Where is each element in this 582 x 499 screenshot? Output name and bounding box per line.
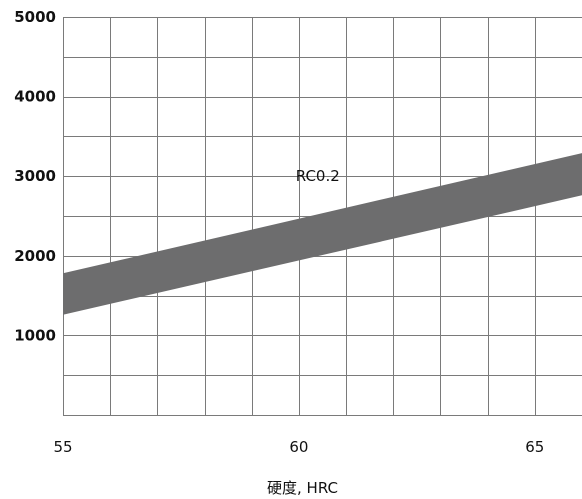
band-layer: [63, 153, 582, 315]
x-tick-label: 60: [289, 438, 308, 456]
y-tick-label: 1000: [14, 326, 56, 344]
x-tick-label: 55: [53, 438, 72, 456]
y-tick-label: 2000: [14, 247, 56, 265]
y-axis-ticks: 1000 2000 3000 4000 5000: [14, 8, 56, 344]
x-axis-ticks: 55 60 65: [53, 438, 544, 456]
y-tick-label: 5000: [14, 8, 56, 26]
y-tick-label: 4000: [14, 88, 56, 106]
y-tick-label: 3000: [14, 167, 56, 185]
grid: [63, 17, 582, 416]
x-tick-label: 65: [525, 438, 544, 456]
band-rc02: [63, 153, 582, 315]
band-label-rc02: RC0.2: [296, 167, 340, 185]
x-axis-title: 硬度, HRC: [267, 479, 338, 497]
